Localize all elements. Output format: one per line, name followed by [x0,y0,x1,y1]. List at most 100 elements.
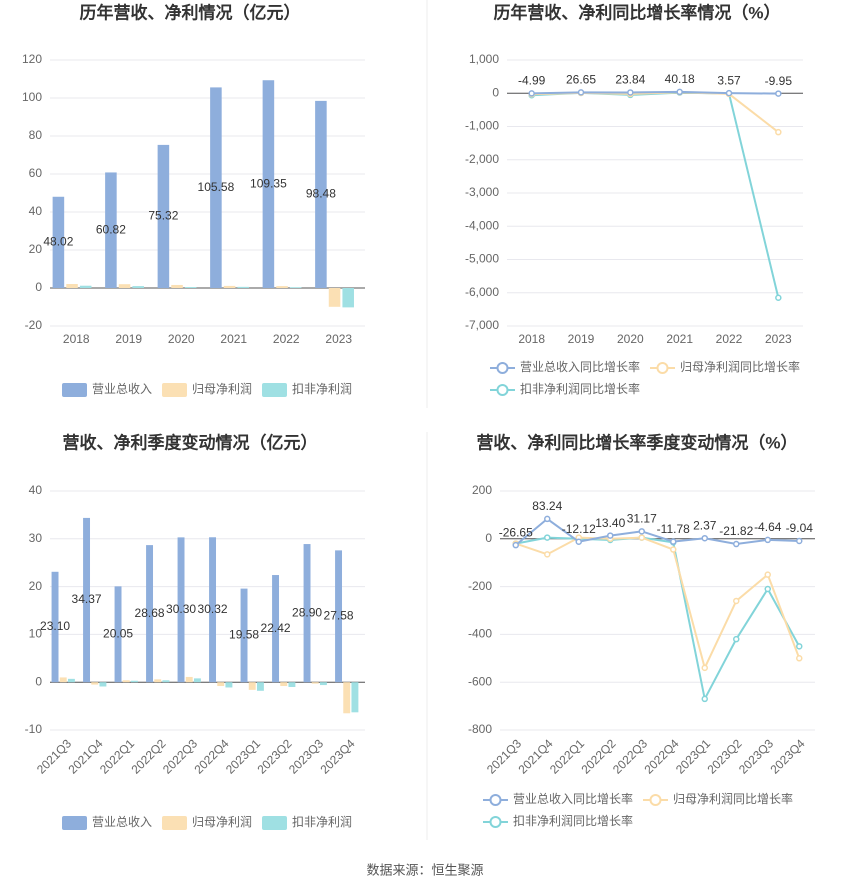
bar [240,588,248,683]
bar [256,682,264,691]
legend-swatch[interactable] [489,794,502,806]
bar [132,286,144,288]
x-tick-label: 2022 [273,332,300,346]
bar [217,682,225,687]
bar [276,286,288,288]
data-label: -9.95 [765,74,793,88]
data-label: 13.40 [595,516,625,530]
legend-label[interactable]: 扣非净利润同比增长率 [513,813,633,828]
point [764,536,771,544]
legend-label[interactable]: 扣非净利润同比增长率 [520,381,640,396]
data-label: 30.30 [166,602,196,616]
data-label: 30.32 [198,602,228,616]
bar [99,682,107,687]
legend-swatch[interactable] [62,383,87,397]
data-label: 40.18 [665,72,695,86]
point [670,538,677,545]
legend-swatch[interactable] [496,384,509,396]
bar [280,682,288,687]
bar [209,537,217,683]
data-label: 23.10 [40,619,70,633]
point [544,534,551,541]
data-label: -12.12 [562,522,596,536]
bar [237,286,249,288]
legend-label[interactable]: 扣非净利润 [292,815,352,829]
y-tick-label: -400 [468,627,492,641]
y-tick-label: 0 [35,280,42,294]
chart-title: 营收、净利同比增长率季度变动情况（%） [476,432,797,452]
legend-label[interactable]: 营业总收入 [92,815,152,829]
bar [59,677,67,683]
legend-label[interactable]: 扣非净利润 [292,382,352,396]
legend-swatch[interactable] [162,816,187,830]
data-label: 48.02 [43,235,73,249]
y-tick-label: 30 [29,531,43,545]
data-label: 23.84 [615,73,645,87]
bar [105,172,117,288]
legend-label[interactable]: 营业总收入同比增长率 [520,359,640,374]
bar [262,80,275,288]
y-tick-label: 120 [22,52,42,66]
point [733,597,740,605]
legend-swatch[interactable] [649,794,662,806]
point [638,528,645,535]
data-label: 28.90 [292,605,322,619]
bar [335,550,343,683]
point [796,655,803,662]
point [764,571,771,578]
y-tick-label: -600 [468,674,492,688]
bar [157,144,170,288]
line [531,90,779,95]
point [733,635,740,643]
data-label: -11.78 [657,522,690,536]
x-tick-label: 2023Q4 [318,736,358,776]
x-tick-label: 2018 [518,332,545,346]
legend-swatch[interactable] [62,816,87,830]
bar [289,287,302,288]
data-label: 31.17 [627,512,657,526]
y-tick-label: 80 [29,128,43,142]
bar [311,682,319,684]
y-tick-label: 20 [29,242,43,256]
y-tick-label: 10 [29,627,43,641]
bar [343,682,351,714]
bar [272,575,280,683]
data-label: 20.05 [103,626,133,640]
legend-label[interactable]: 归母净利润 [192,815,252,829]
legend-label[interactable]: 营业总收入 [92,382,152,396]
data-label: -9.04 [786,521,814,535]
legend-swatch[interactable] [262,383,287,397]
legend-label[interactable]: 营业总收入同比增长率 [513,791,633,806]
bar [91,682,99,685]
legend-swatch[interactable] [496,362,509,374]
point [607,532,614,539]
bar [122,680,130,683]
point [796,537,803,545]
y-tick-label: -3,000 [465,185,499,199]
y-tick-label: 40 [29,204,43,218]
legend-label[interactable]: 归母净利润 [192,382,252,396]
bar [248,682,256,690]
legend-swatch[interactable] [489,816,502,828]
data-label: -21.82 [719,524,753,538]
bar [315,100,327,288]
data-label: 34.37 [72,592,102,606]
x-tick-label: 2018 [63,332,90,346]
x-tick-label: 2019 [568,332,595,346]
legend-label[interactable]: 归母净利润同比增长率 [673,791,793,806]
point [577,89,585,96]
legend-swatch[interactable] [162,383,187,397]
y-tick-label: 20 [29,579,43,593]
point [796,643,803,650]
x-tick-label: 2020 [168,332,195,346]
legend-swatch[interactable] [262,816,287,830]
y-tick-label: 0 [485,531,492,545]
bar [210,87,222,288]
legend-swatch[interactable] [656,362,669,374]
bar [118,284,131,288]
point [627,89,634,96]
bar [146,545,154,683]
data-label: 98.48 [306,187,336,201]
legend-label[interactable]: 归母净利润同比增长率 [680,359,800,374]
line [515,536,801,671]
